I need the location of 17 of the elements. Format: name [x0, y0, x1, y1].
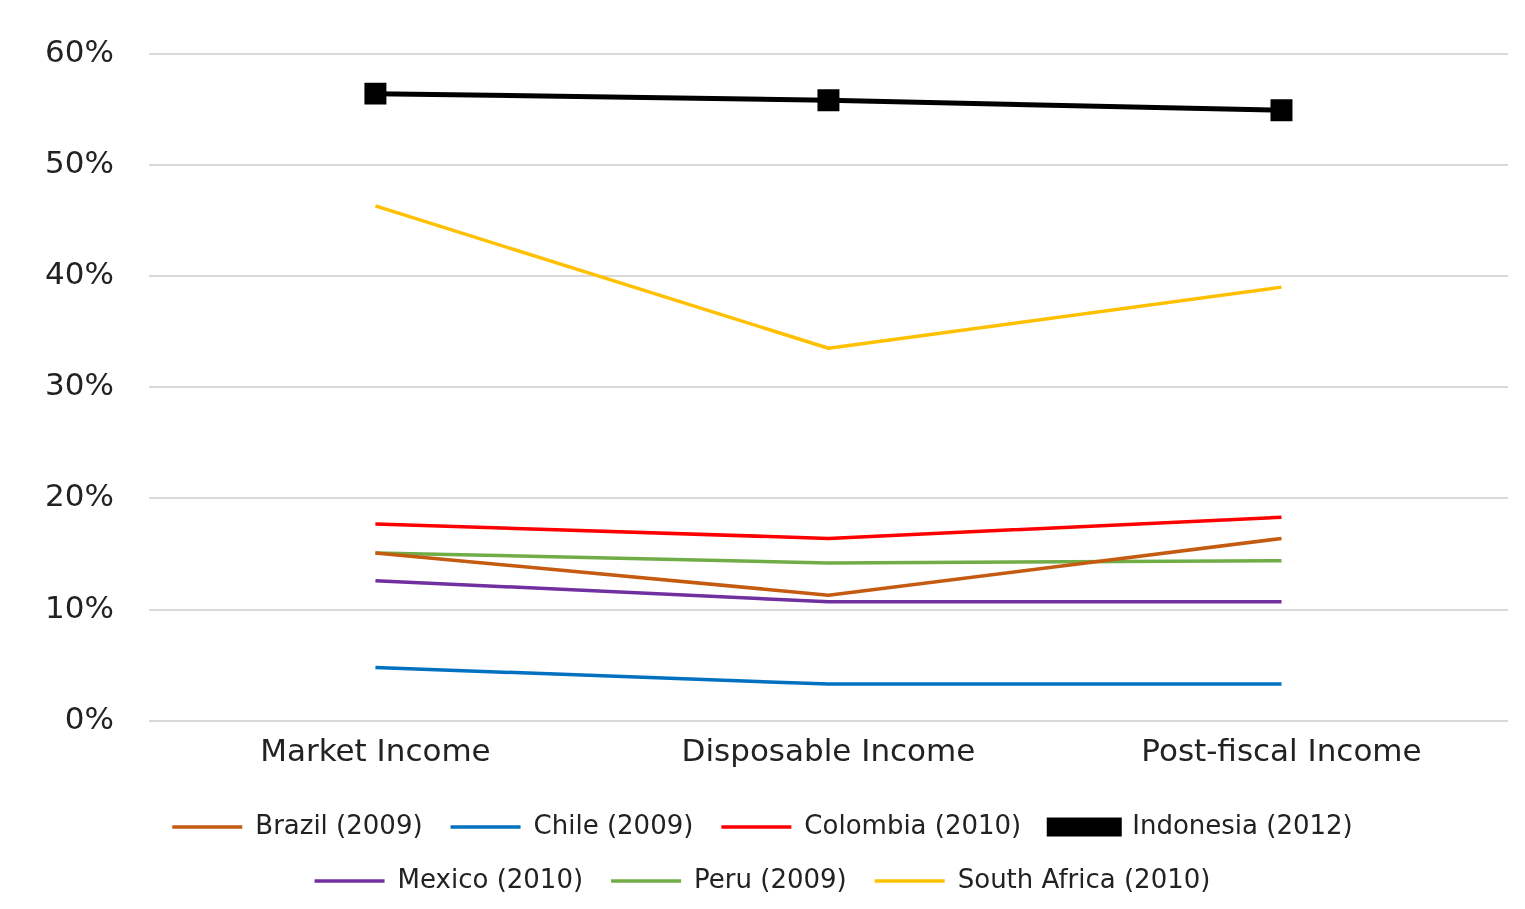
x-tick-label: Market Income: [260, 732, 491, 769]
y-tick-label: 40%: [45, 255, 114, 292]
legend-label: Peru (2009): [694, 863, 847, 894]
legend-label: Indonesia (2012): [1132, 809, 1353, 840]
y-tick-label: 50%: [45, 143, 114, 180]
y-tick-label: 10%: [45, 588, 114, 625]
y-tick-label: 20%: [45, 477, 114, 514]
legend-label: Chile (2009): [533, 809, 694, 840]
x-tick-label: Post-fiscal Income: [1141, 732, 1422, 769]
legend-label: Colombia (2010): [804, 809, 1022, 840]
legend-label: Brazil (2009): [255, 809, 423, 840]
legend-label: South Africa (2010): [957, 863, 1211, 894]
y-tick-label: 0%: [64, 699, 114, 736]
x-tick-label: Disposable Income: [681, 732, 976, 769]
legend-label: Mexico (2010): [397, 863, 584, 894]
y-tick-label: 30%: [45, 366, 114, 403]
y-tick-label: 60%: [45, 32, 114, 69]
